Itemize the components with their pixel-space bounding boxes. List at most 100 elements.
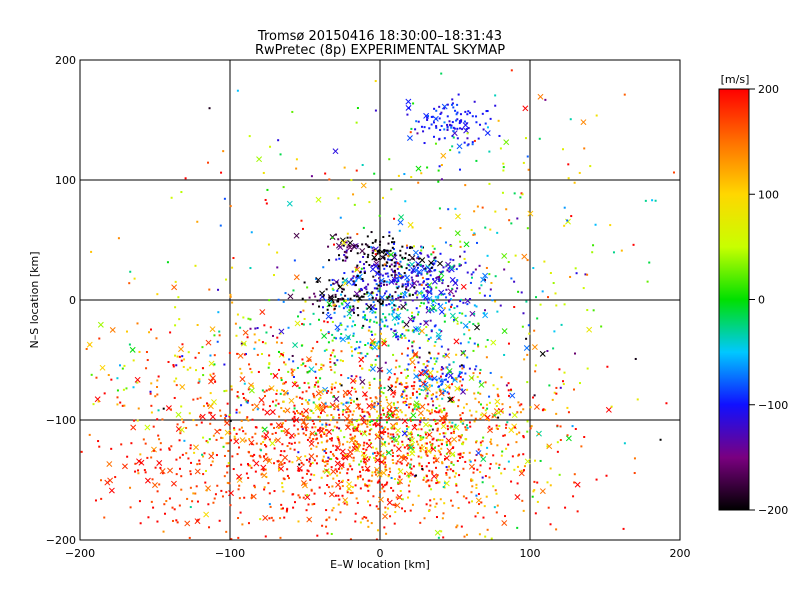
data-point-dot xyxy=(497,119,500,122)
data-point-dot xyxy=(371,264,374,267)
data-point-dot xyxy=(337,197,340,200)
data-point-dot xyxy=(311,503,314,506)
data-point-dot xyxy=(350,278,353,281)
data-point-dot xyxy=(503,353,506,356)
data-point-dot xyxy=(382,312,385,315)
data-point-dot xyxy=(493,414,496,417)
data-point-dot xyxy=(417,406,420,409)
data-point-dot xyxy=(146,359,149,362)
data-point-dot xyxy=(341,494,344,497)
data-point-dot xyxy=(583,435,586,438)
data-point-dot xyxy=(318,398,321,401)
data-point-dot xyxy=(459,240,462,243)
data-point-dot xyxy=(330,386,333,389)
data-point-dot xyxy=(440,530,443,533)
data-point-dot xyxy=(273,490,276,493)
data-point-dot xyxy=(368,429,371,432)
data-point-dot xyxy=(459,113,462,116)
data-point-dot xyxy=(546,481,549,484)
data-point-dot xyxy=(416,440,419,443)
data-point-dot xyxy=(254,327,257,330)
data-point-dot xyxy=(391,246,394,249)
data-point-dot xyxy=(459,417,462,420)
data-point-dot xyxy=(408,403,411,406)
data-point-dot xyxy=(435,125,438,128)
data-point-dot xyxy=(355,340,358,343)
data-point-dot xyxy=(336,289,339,292)
data-point-dot xyxy=(390,259,393,262)
data-point-dot xyxy=(556,424,559,427)
data-point-dot xyxy=(397,443,400,446)
data-point-dot xyxy=(264,535,267,538)
data-point-dot xyxy=(134,462,137,465)
data-point-dot xyxy=(453,431,456,434)
data-point-dot xyxy=(356,477,359,480)
data-point-dot xyxy=(395,336,398,339)
data-point-dot xyxy=(592,244,595,247)
data-point-dot xyxy=(362,316,365,319)
data-point-dot xyxy=(552,347,555,350)
data-point-dot xyxy=(359,376,362,379)
data-point-dot xyxy=(502,434,505,437)
data-point-dot xyxy=(430,488,433,491)
data-point-dot xyxy=(449,426,452,429)
data-point-dot xyxy=(170,445,173,448)
data-point-cross xyxy=(495,409,502,416)
data-point-dot xyxy=(330,391,333,394)
data-point-cross xyxy=(334,324,341,331)
data-point-cross xyxy=(319,290,326,297)
data-point-dot xyxy=(471,115,474,118)
data-point-dot xyxy=(479,368,482,371)
data-point-dot xyxy=(398,382,401,385)
data-point-dot xyxy=(377,270,380,273)
data-point-dot xyxy=(547,506,550,509)
data-point-dot xyxy=(495,427,498,430)
data-point-dot xyxy=(281,443,284,446)
data-point-dot xyxy=(432,393,435,396)
data-point-dot xyxy=(276,336,279,339)
data-point-dot xyxy=(440,111,443,114)
data-point-dot xyxy=(412,102,415,105)
data-point-dot xyxy=(409,358,412,361)
data-point-dot xyxy=(248,135,251,138)
data-point-dot xyxy=(428,384,431,387)
data-point-dot xyxy=(368,419,371,422)
data-point-dot xyxy=(367,525,370,528)
data-point-dot xyxy=(496,427,499,430)
data-point-dot xyxy=(450,126,453,129)
data-point-dot xyxy=(250,494,253,497)
data-point-dot xyxy=(340,350,343,353)
data-point-dot xyxy=(352,334,355,337)
data-point-dot xyxy=(483,505,486,508)
data-point-dot xyxy=(300,425,303,428)
data-point-dot xyxy=(163,503,166,506)
data-point-dot xyxy=(428,485,431,488)
data-point-dot xyxy=(447,300,450,303)
data-point-dot xyxy=(424,442,427,445)
data-point-cross xyxy=(328,296,335,303)
data-point-dot xyxy=(151,478,154,481)
data-point-dot xyxy=(354,324,357,327)
data-point-dot xyxy=(439,439,442,442)
data-point-dot xyxy=(404,200,407,203)
data-point-dot xyxy=(536,481,539,484)
data-point-dot xyxy=(527,168,530,171)
data-point-dot xyxy=(373,377,376,380)
data-point-dot xyxy=(518,453,521,456)
data-point-dot xyxy=(298,469,301,472)
data-point-dot xyxy=(380,425,383,428)
data-point-dot xyxy=(455,119,458,122)
data-point-dot xyxy=(349,397,352,400)
data-point-dot xyxy=(268,354,271,357)
data-point-dot xyxy=(413,408,416,411)
data-point-dot xyxy=(298,386,301,389)
data-point-dot xyxy=(302,323,305,326)
data-point-cross xyxy=(406,430,413,437)
data-point-dot xyxy=(418,379,421,382)
data-point-dot xyxy=(263,488,266,491)
data-point-dot xyxy=(473,392,476,395)
data-point-dot xyxy=(333,386,336,389)
data-point-dot xyxy=(435,309,438,312)
data-point-dot xyxy=(415,307,418,310)
